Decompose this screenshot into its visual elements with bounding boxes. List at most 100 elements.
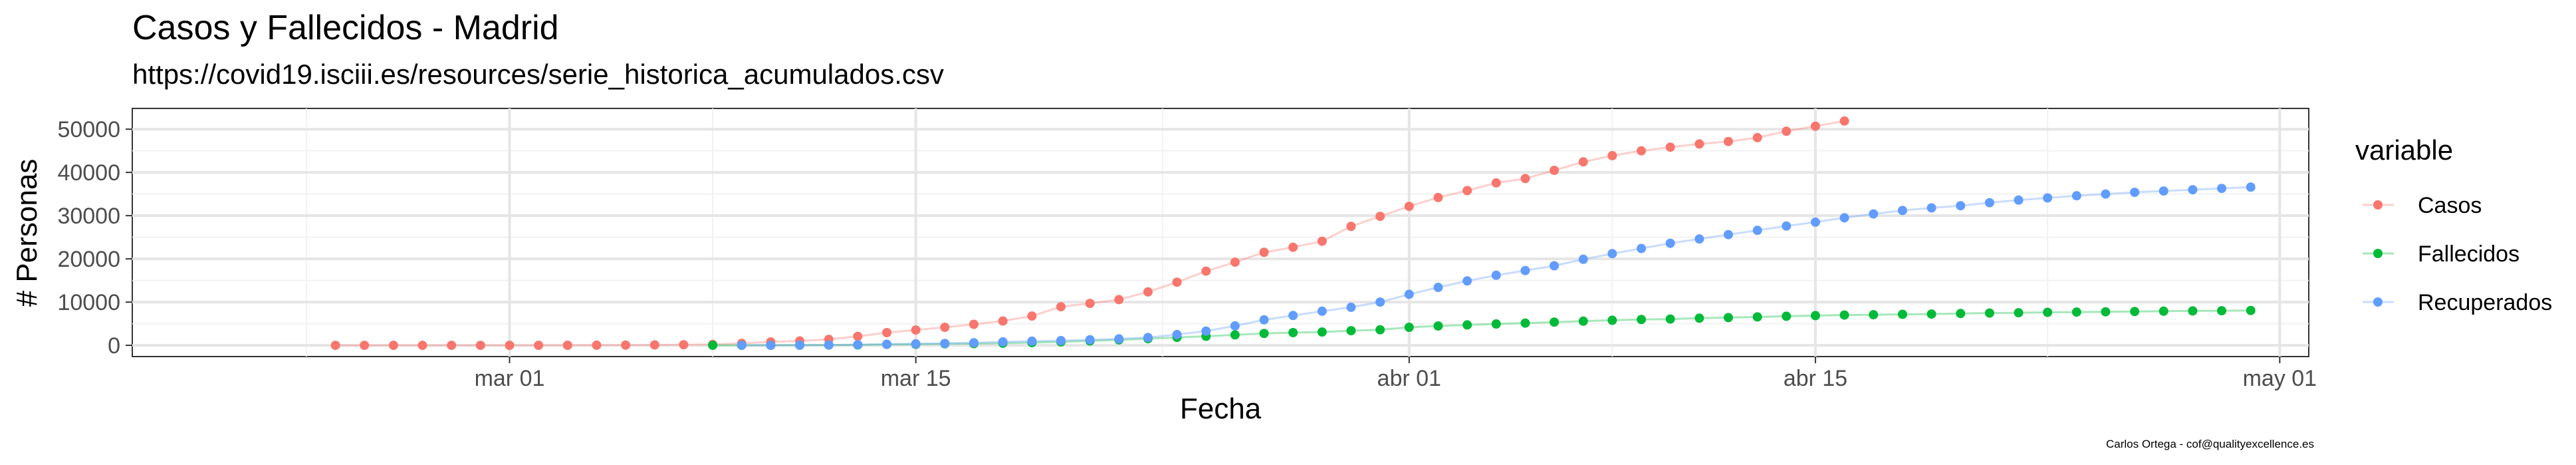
data-point [1491,319,1501,329]
data-point [969,319,979,329]
data-point [1056,336,1066,345]
data-point [2014,195,2024,205]
chart-subtitle: https://covid19.isciii.es/resources/seri… [132,59,944,90]
data-point [1085,335,1095,345]
data-point [1433,321,1443,331]
data-point [1520,265,1530,275]
data-point [1027,311,1037,321]
legend-label: Recuperados [2418,290,2552,315]
data-point [1463,276,1472,286]
data-point [1172,329,1182,339]
series-line [713,309,2251,347]
x-tick-label: abr 15 [1784,366,1847,391]
data-point [592,340,602,350]
series-casos [330,116,1849,351]
legend-key-point [2373,297,2383,307]
data-point [1550,261,1559,271]
data-point [1375,212,1385,222]
data-point [1927,309,1936,319]
data-point [998,316,1008,326]
data-point [2246,305,2256,315]
data-point [1984,198,1994,208]
data-point [1956,309,1966,319]
data-point [1956,201,1966,211]
data-point [1463,320,1472,330]
data-point [1114,295,1124,305]
data-point [911,339,921,349]
data-point [853,331,863,341]
data-point [1839,213,1849,223]
data-point [1375,325,1385,335]
data-point [1897,309,1907,319]
legend-item-casos: Casos [2363,193,2482,218]
data-point [795,340,804,350]
data-point [1317,327,1327,337]
data-point [708,341,718,351]
data-point [969,338,979,348]
data-point [2159,306,2168,316]
data-point [1085,299,1095,309]
legend-label: Casos [2418,193,2482,218]
data-point [1695,313,1704,323]
data-point [1607,249,1617,259]
data-point [2071,307,2081,317]
legend-key-point [2373,200,2383,210]
data-point [649,340,659,350]
data-point [1927,203,1936,213]
data-point [2014,308,2024,318]
data-point [2101,307,2111,317]
data-point [2188,306,2198,316]
data-point [1897,206,1907,216]
data-point [1433,192,1443,202]
x-axis-title: Fecha [1180,392,1262,425]
legend: variable Casos Fallecidos Recuperados [2355,134,2552,315]
data-point [1404,202,1414,212]
data-point [1839,116,1849,126]
data-point [1578,254,1588,264]
data-point [1027,336,1037,346]
data-point [1665,314,1675,324]
x-tick-label: may 01 [2243,366,2317,391]
data-point [1752,132,1762,142]
y-tick-label: 20000 [57,247,120,272]
data-point [1695,234,1704,244]
data-point [2217,306,2226,316]
grid-lines [132,108,2309,357]
data-point [1637,146,1646,156]
data-point [853,340,863,350]
data-point [447,341,457,351]
data-point [2043,193,2053,203]
data-point [1607,151,1617,160]
data-point [388,341,398,351]
data-point [1520,318,1530,328]
data-point [1230,330,1240,340]
data-point [1114,334,1124,344]
data-point [1723,136,1733,146]
data-point [475,341,485,351]
data-point [1637,315,1646,325]
data-point [998,337,1008,347]
data-point [562,341,572,350]
data-point [940,339,950,349]
data-point [2159,186,2168,196]
data-point [2101,189,2111,199]
data-point [1288,328,1298,337]
data-point [1463,186,1472,196]
data-point [1578,316,1588,326]
x-tick-label: abr 01 [1377,366,1441,391]
data-point [1984,308,1994,318]
data-point [1375,297,1385,307]
y-tick-label: 40000 [57,160,120,186]
series-recuperados [737,182,2256,351]
data-point [1810,311,1820,321]
chart-caption: Carlos Ortega - cof@qualityexcellence.es [2105,438,2314,450]
series-group [330,116,2256,351]
data-point [1869,209,1879,219]
data-point [940,323,950,332]
data-point [1346,222,1356,232]
data-point [2130,307,2140,317]
data-point [1201,266,1211,276]
data-point [1143,333,1153,343]
legend-title: variable [2355,134,2453,166]
x-tick-label: mar 01 [475,366,545,391]
